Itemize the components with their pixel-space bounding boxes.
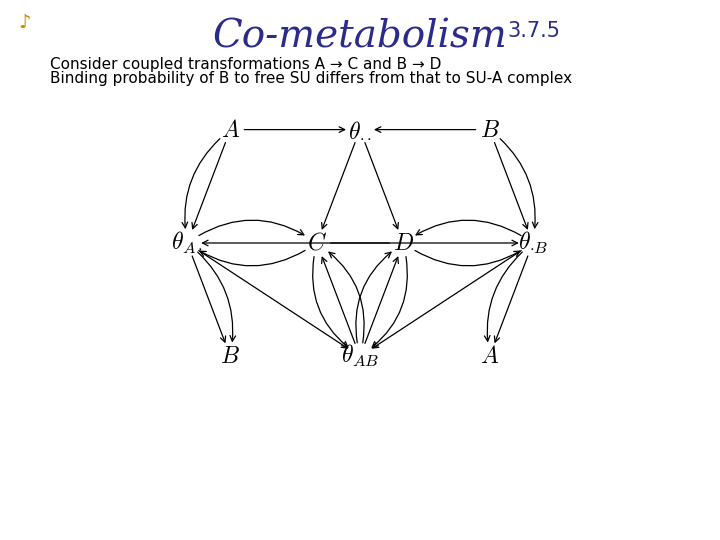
FancyArrowPatch shape — [202, 240, 390, 246]
FancyArrowPatch shape — [329, 252, 364, 343]
Text: $D$: $D$ — [392, 231, 414, 255]
Text: $B$: $B$ — [220, 345, 240, 368]
Text: $\theta_{AB}$: $\theta_{AB}$ — [341, 343, 379, 369]
FancyArrowPatch shape — [416, 220, 521, 235]
Text: $\theta_{\cdot\cdot}$: $\theta_{\cdot\cdot}$ — [348, 118, 372, 141]
FancyArrowPatch shape — [322, 143, 355, 229]
Text: $\theta_{A\cdot}$: $\theta_{A\cdot}$ — [171, 230, 203, 256]
Text: $A$: $A$ — [480, 345, 499, 368]
FancyArrowPatch shape — [192, 143, 225, 229]
FancyArrowPatch shape — [372, 256, 408, 347]
FancyArrowPatch shape — [356, 252, 391, 343]
FancyArrowPatch shape — [322, 257, 355, 343]
Text: 3.7.5: 3.7.5 — [508, 21, 561, 40]
FancyArrowPatch shape — [198, 252, 235, 341]
FancyArrowPatch shape — [199, 220, 304, 235]
FancyArrowPatch shape — [182, 139, 220, 228]
FancyArrowPatch shape — [485, 252, 522, 341]
FancyArrowPatch shape — [312, 256, 348, 347]
FancyArrowPatch shape — [373, 251, 521, 348]
FancyArrowPatch shape — [200, 251, 305, 266]
FancyArrowPatch shape — [495, 256, 528, 342]
FancyArrowPatch shape — [192, 256, 225, 342]
FancyArrowPatch shape — [415, 251, 520, 266]
Text: Binding probability of B to free SU differs from that to SU-A complex: Binding probability of B to free SU diff… — [50, 71, 572, 86]
Text: Consider coupled transformations A → C and B → D: Consider coupled transformations A → C a… — [50, 57, 442, 72]
Text: $C$: $C$ — [307, 231, 327, 255]
Text: $B$: $B$ — [480, 118, 500, 141]
FancyArrowPatch shape — [330, 240, 518, 246]
FancyArrowPatch shape — [365, 257, 398, 343]
FancyArrowPatch shape — [500, 139, 538, 228]
FancyArrowPatch shape — [495, 143, 528, 229]
Text: $\theta_{\cdot B}$: $\theta_{\cdot B}$ — [518, 230, 548, 256]
FancyArrowPatch shape — [375, 127, 476, 132]
FancyArrowPatch shape — [199, 251, 347, 348]
FancyArrowPatch shape — [244, 127, 345, 132]
Text: $A$: $A$ — [221, 118, 240, 141]
FancyArrowPatch shape — [365, 143, 398, 229]
Text: ♪: ♪ — [18, 14, 30, 32]
Text: Co-metabolism: Co-metabolism — [212, 19, 508, 56]
